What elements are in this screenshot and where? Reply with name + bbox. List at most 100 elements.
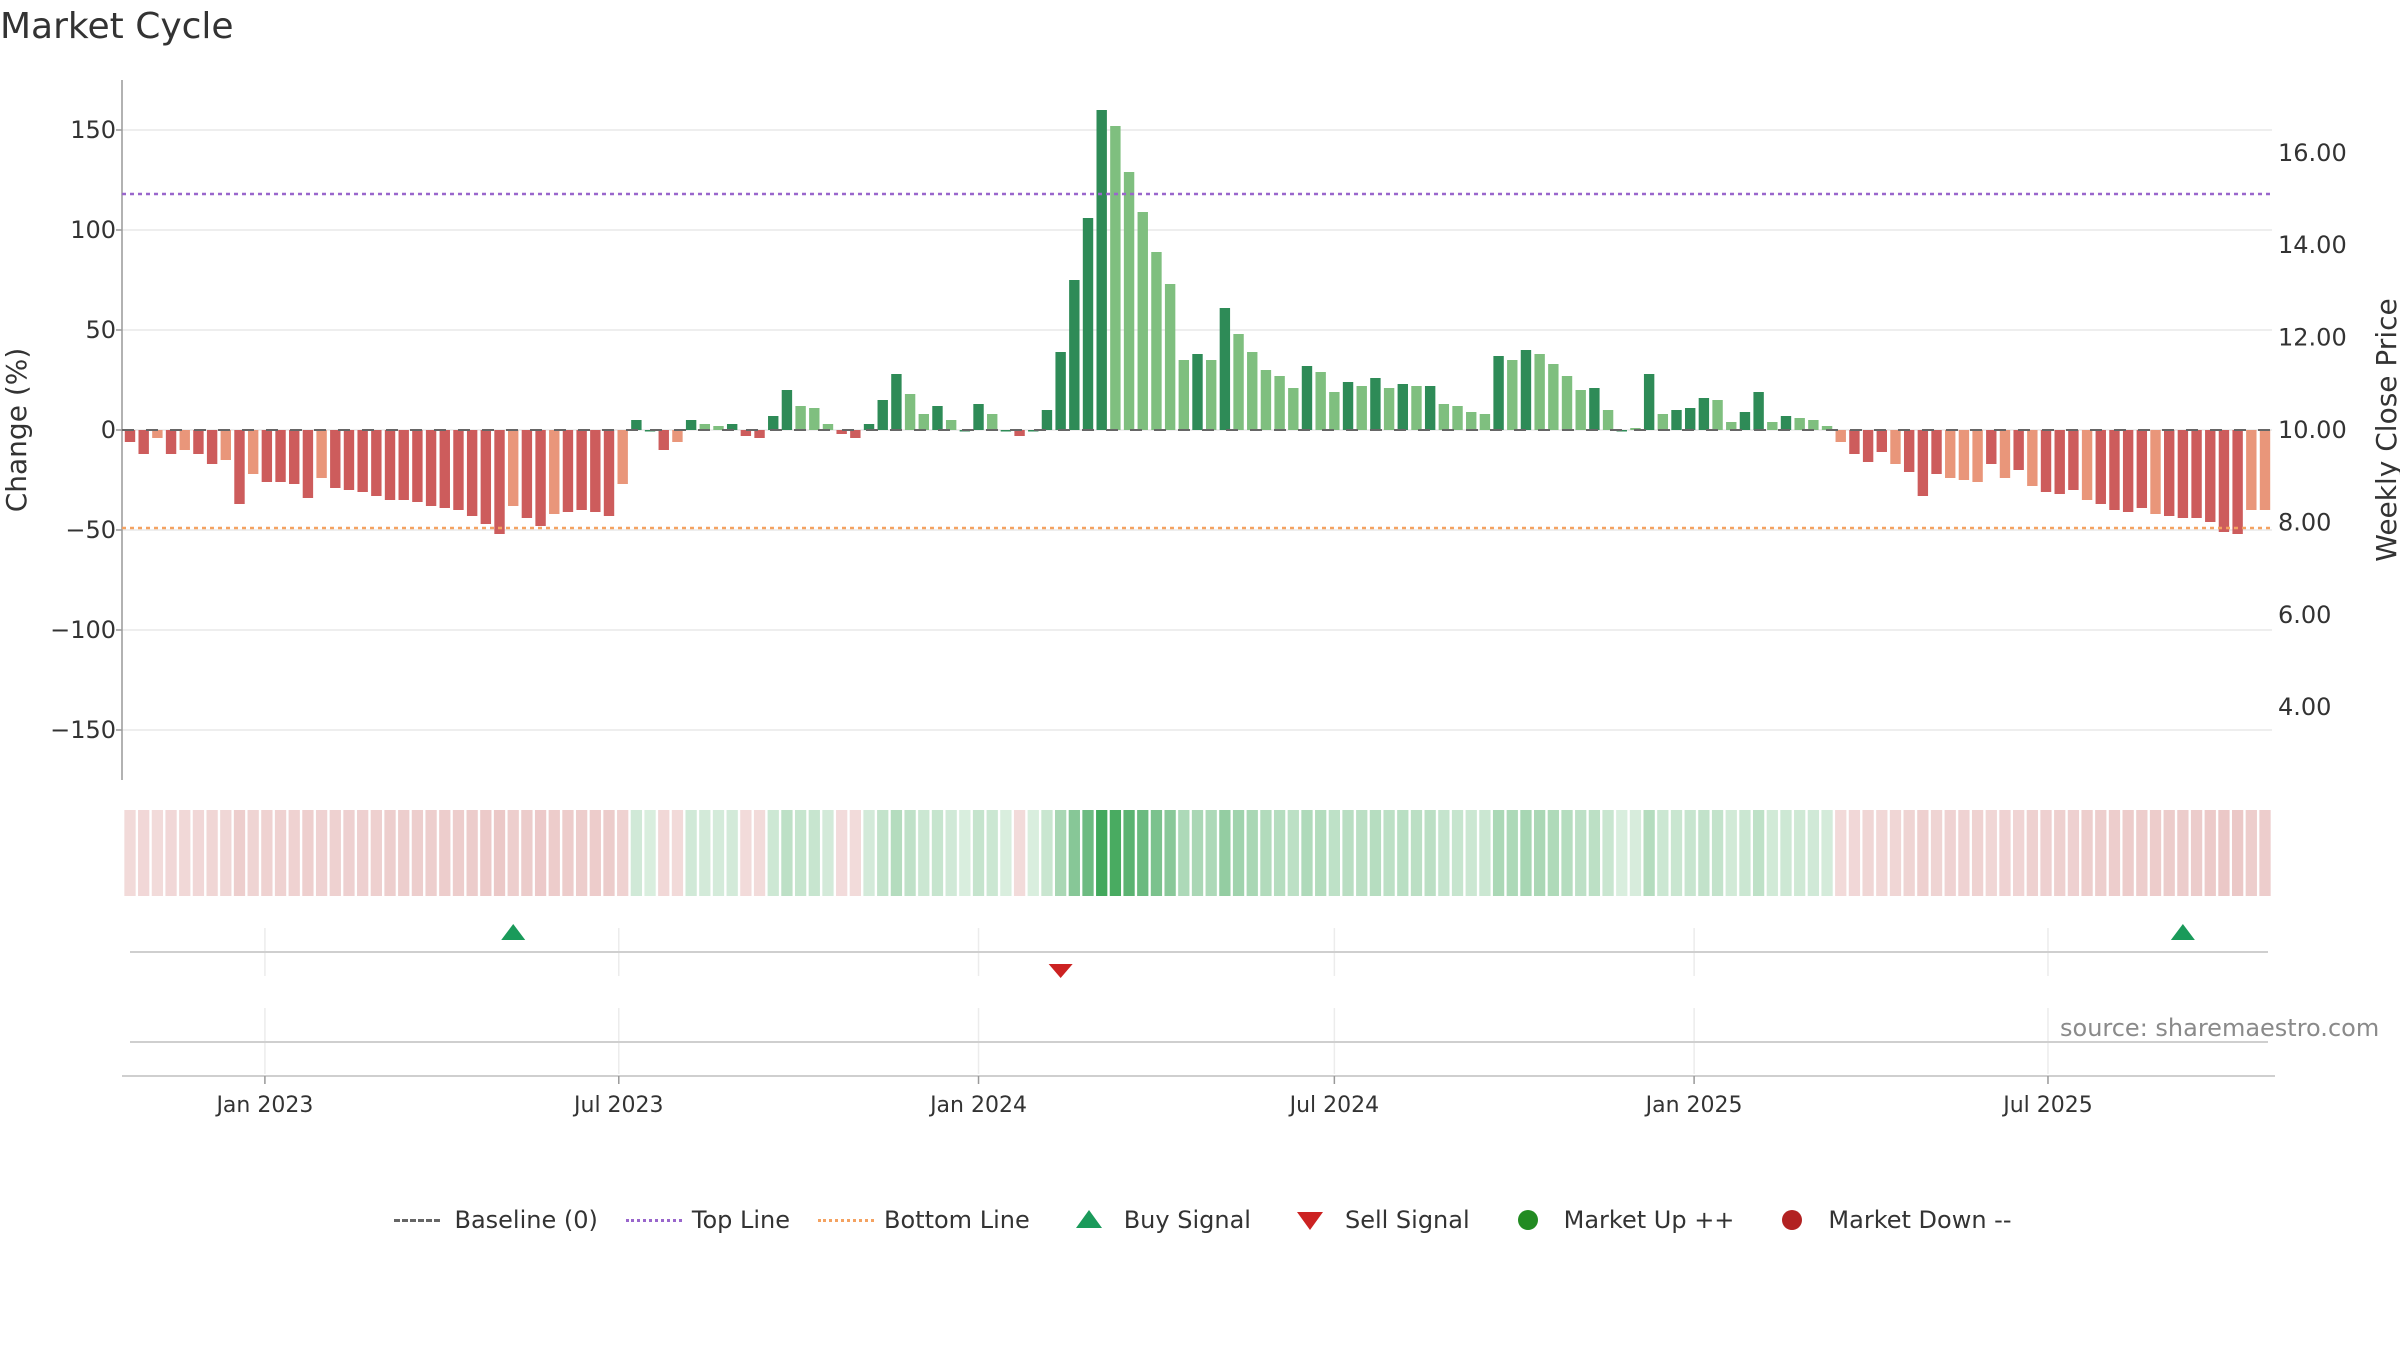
heat-cell [1889,810,1902,896]
bar [1233,334,1244,430]
x-axis: Jan 2023 Jul 2023 Jan 2024 Jul 2024 Jan 2025… [122,1075,2275,1118]
heat-cell [617,810,629,896]
chart-title: Market Cycle [0,6,234,47]
bar [1876,430,1887,452]
bar [1055,352,1066,430]
heat-cell [261,810,273,896]
heat-cell [1766,810,1778,896]
bar [1192,354,1203,430]
x-tick-label: Jul 2025 [2001,1093,2093,1118]
legend-item-bottom-line: Bottom Line [818,1206,1030,1234]
heat-cell [2259,810,2271,896]
bar [2246,430,2257,510]
bar [371,430,382,496]
heat-cell [329,810,341,896]
bar [1903,430,1915,472]
bar [508,430,519,506]
heat-cell [1862,810,1874,896]
bar [740,430,752,436]
heat-cell [398,810,410,896]
bar [2218,430,2230,532]
heat-cell [1752,810,1765,896]
bar [1082,218,1094,430]
bar [590,430,601,512]
bar [754,430,765,438]
bar [809,408,820,430]
bar [781,390,793,430]
legend-item-buy: Buy Signal [1058,1206,1251,1234]
bar [2054,430,2065,494]
bar [1643,374,1655,430]
bar [1712,400,1723,430]
bar [987,414,998,430]
heat-cell [1684,810,1696,896]
bar [1137,212,1148,430]
heat-cell [1698,810,1710,896]
bars [124,110,2271,534]
heat-cell [425,810,437,896]
bar [1383,388,1395,430]
bar [1479,414,1491,430]
heat-cell [370,810,382,896]
bar [439,430,450,508]
heat-cell [1903,810,1915,896]
heat-cell [1602,810,1614,896]
heat-cell [302,810,314,896]
bar [302,430,314,498]
triangle-down-icon [1279,1208,1337,1232]
heat-cell [1958,810,1970,896]
bar [1110,126,1121,430]
heat-cell [1794,810,1806,896]
heat-cell [493,810,506,896]
heat-cell [986,810,998,896]
bar [1041,410,1053,430]
bar [1890,430,1901,464]
heat-cell [2081,810,2093,896]
heat-cell [781,810,793,896]
heat-cell [671,810,684,896]
heat-cell [863,810,875,896]
heat-cell [439,810,451,896]
heat-cell [904,810,916,896]
heat-cell [2204,810,2216,896]
heat-cell [877,810,889,896]
bar [1821,426,1833,430]
bar [275,430,286,482]
bar [932,406,943,430]
triangle-up-icon [1058,1208,1116,1232]
heat-cell [1082,810,1094,896]
bar [658,430,669,450]
bar [1014,430,1025,436]
bar [1862,430,1874,462]
bar [918,414,929,430]
bar [1123,172,1135,430]
legend-label: Baseline (0) [454,1206,598,1234]
heat-cell [1287,810,1299,896]
heat-cell [1821,810,1833,896]
bar [2205,430,2216,522]
bar [1561,376,1573,430]
heat-cell [384,810,396,896]
heat-cell [562,810,574,896]
bar [521,430,533,518]
heat-cell [1301,810,1313,896]
legend-label: Market Down -- [1828,1206,2012,1234]
bar [1411,386,1422,430]
bar [289,430,300,484]
heat-cell [822,810,834,896]
bar [1520,350,1532,430]
heat-cell [1000,810,1012,896]
bar [535,430,546,526]
heat-cell [1315,810,1327,896]
bar [603,430,615,516]
legend-label: Market Up ++ [1563,1206,1735,1234]
legend-label: Top Line [691,1206,791,1234]
y2-tick-label: 4.00 [2278,693,2331,721]
circle-green-icon [1498,1208,1556,1232]
bottom-panel [130,1008,2268,1074]
bar [480,430,492,524]
top-line-swatch [625,1208,684,1232]
heat-cell [849,810,861,896]
heat-cell [1369,810,1382,896]
heat-cell [1835,810,1847,896]
